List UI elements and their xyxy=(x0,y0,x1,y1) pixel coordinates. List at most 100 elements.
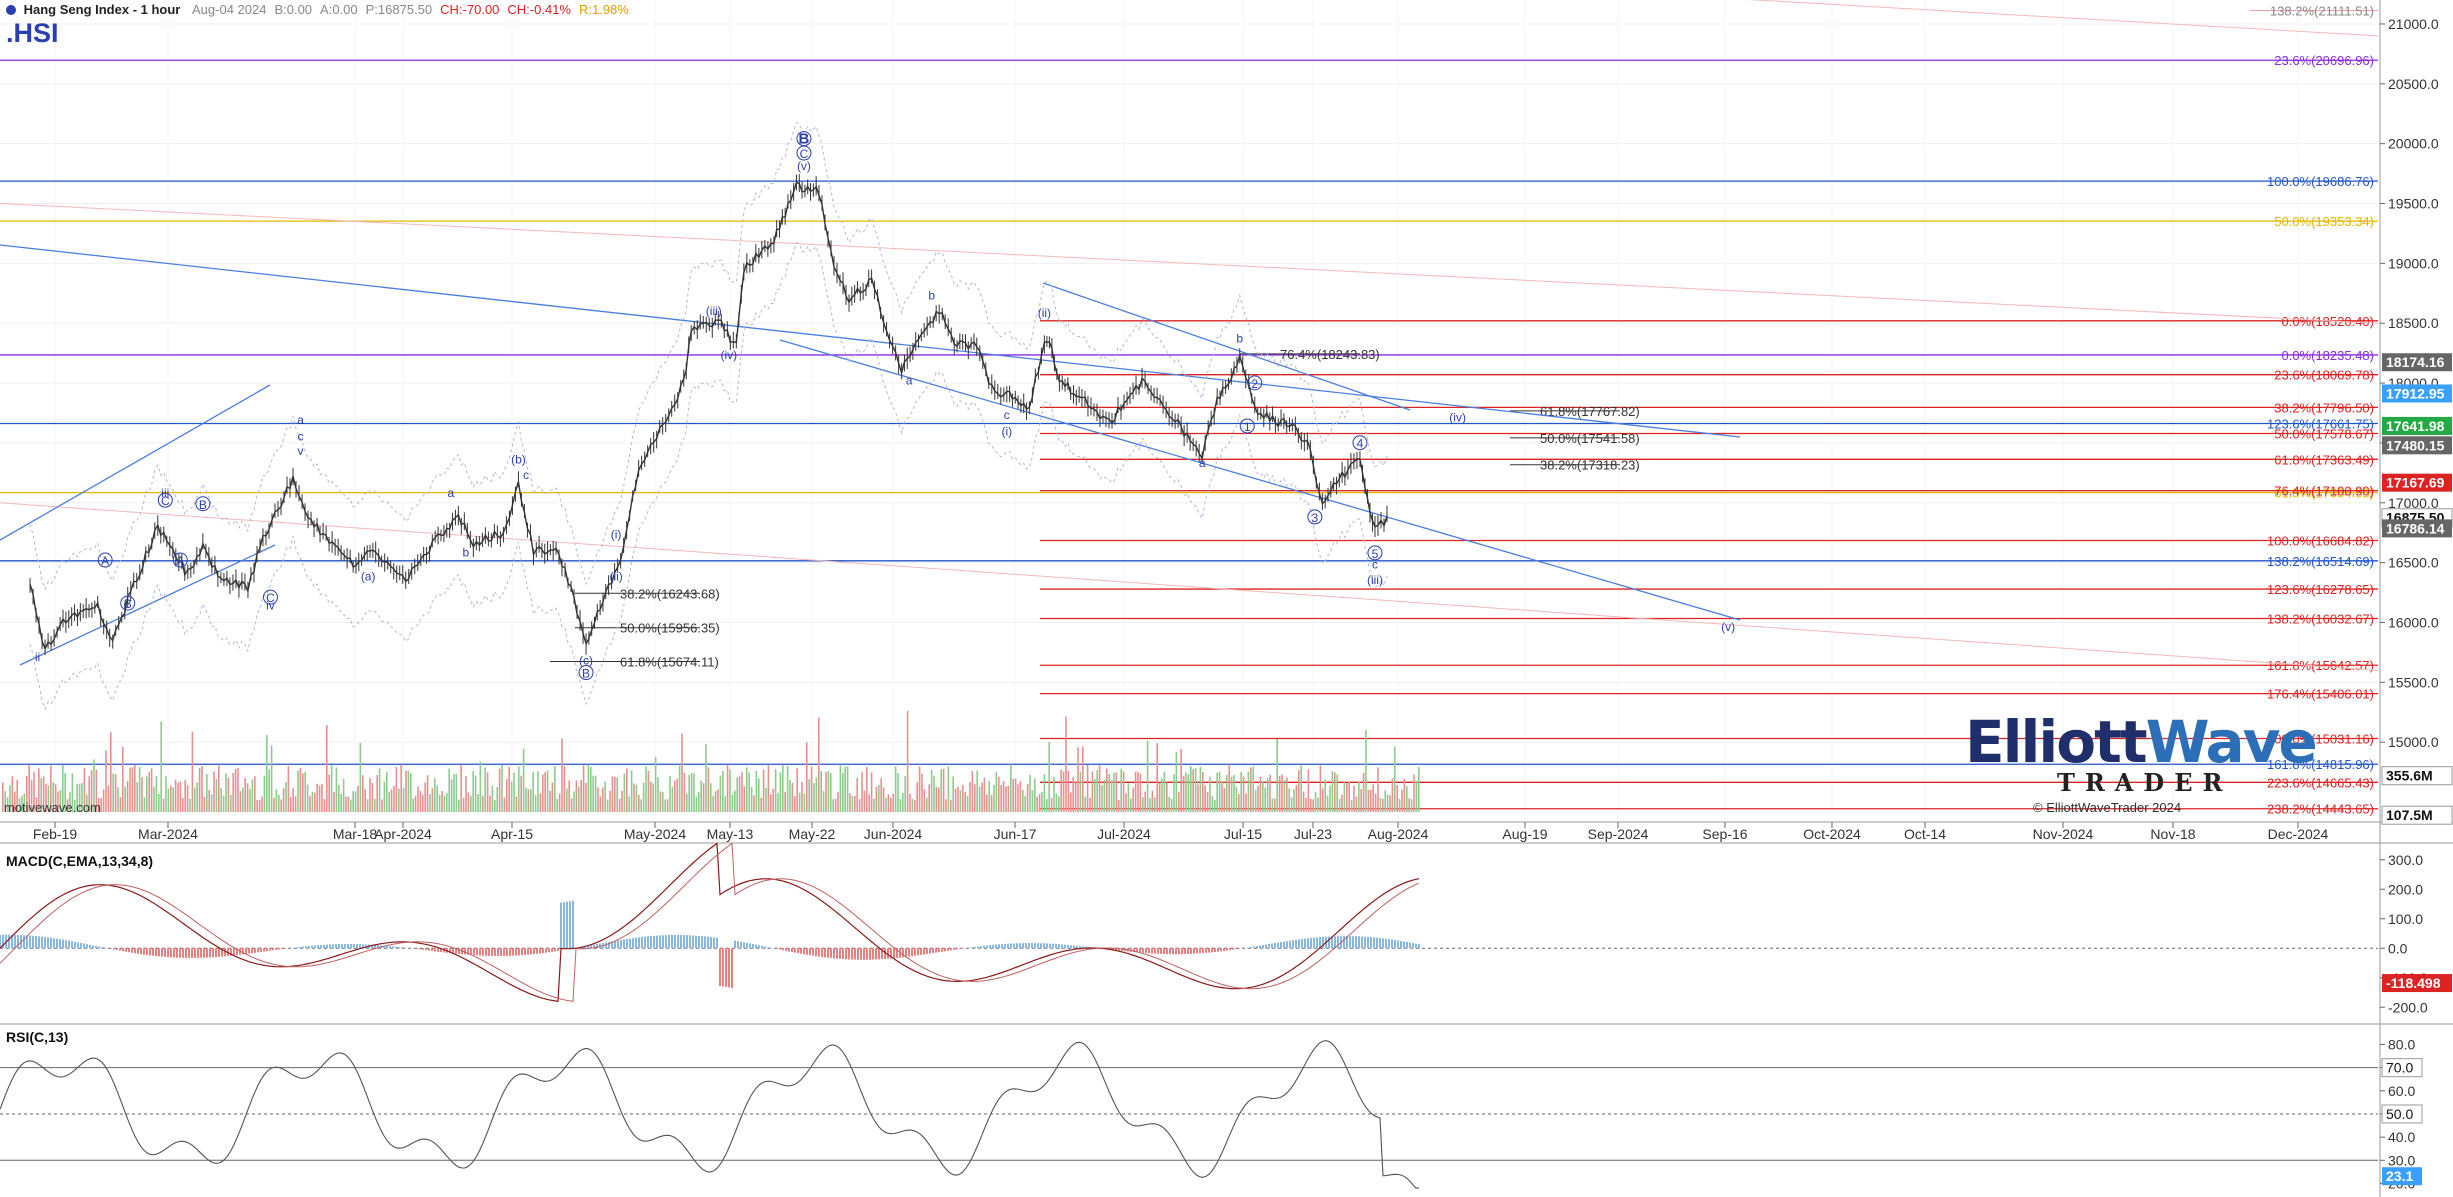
volume-bar xyxy=(710,783,712,812)
volume-bar xyxy=(1262,781,1264,812)
volume-bar xyxy=(208,790,210,812)
volume-bar xyxy=(306,784,309,812)
volume-bar xyxy=(1058,796,1060,812)
wave-circle xyxy=(1352,435,1368,451)
volume-bar xyxy=(942,769,945,812)
volume-bar xyxy=(249,788,251,812)
volume-bar xyxy=(902,793,904,812)
volume-bar xyxy=(316,783,318,812)
volume-bar xyxy=(1202,772,1204,812)
volume-bar xyxy=(1096,770,1098,812)
volume-bar xyxy=(1312,799,1314,812)
volume-bar xyxy=(736,777,738,812)
x-tick-label: Apr-2024 xyxy=(374,826,432,842)
x-tick-label: Nov-18 xyxy=(2150,826,2195,842)
volume-bar xyxy=(1002,781,1005,812)
macd-panel: MACD(C,EMA,13,34,8)300.0200.0100.00.0-10… xyxy=(0,842,2452,1015)
fib-label-red: 100.0%(16684.82) xyxy=(2267,533,2374,548)
volume-bar xyxy=(143,797,146,812)
volume-bar xyxy=(35,797,38,812)
volume-bar xyxy=(1226,775,1228,812)
volume-bar xyxy=(563,765,566,812)
volume-bar xyxy=(338,785,340,812)
volume-bar xyxy=(340,793,342,812)
volume-bar xyxy=(1384,790,1386,812)
volume-bar xyxy=(861,772,863,812)
volume-bar xyxy=(321,783,323,812)
volume-bar xyxy=(1326,795,1329,812)
volume-bar xyxy=(765,787,767,812)
volume-bar xyxy=(1019,780,1022,812)
header-stat: CH:-70.00 xyxy=(440,2,500,17)
volume-bar xyxy=(462,797,465,812)
y-tick-label: 15500.0 xyxy=(2388,674,2439,690)
volume-bar xyxy=(405,770,407,812)
rsi-title: RSI(C,13) xyxy=(6,1029,68,1045)
volume-bar xyxy=(50,765,52,812)
wave-label: 1 xyxy=(1244,420,1251,434)
wave-label: (a) xyxy=(361,570,376,584)
fib-label: 50.0%(19353.34) xyxy=(2274,214,2374,229)
volume-bar xyxy=(285,782,287,812)
volume-bar xyxy=(899,799,902,812)
volume-bar xyxy=(1410,799,1413,812)
volume-bar xyxy=(1418,767,1420,812)
volume-bar xyxy=(1178,792,1180,812)
fib-label-red: 200.0%(15031.16) xyxy=(2267,731,2374,746)
y-tick-label: 20000.0 xyxy=(2388,136,2439,152)
volume-bar xyxy=(539,793,542,812)
volume-bar xyxy=(508,766,510,812)
wave-label: B xyxy=(199,498,207,512)
volume-bar xyxy=(57,791,59,812)
x-tick-label: Dec-2024 xyxy=(2268,826,2329,842)
volume-bar xyxy=(446,793,448,812)
price-label-box xyxy=(2382,436,2452,455)
volume-bar xyxy=(700,780,702,812)
volume-bar xyxy=(928,784,930,812)
volume-bar xyxy=(542,774,544,812)
trend-line-faint xyxy=(0,203,2379,324)
volume-bar xyxy=(105,750,107,812)
volume-bar xyxy=(981,782,983,812)
volume-bar xyxy=(443,795,446,812)
volume-bar xyxy=(347,796,350,812)
price-axis[interactable]: 15000.015500.016000.016500.017000.017500… xyxy=(2380,16,2453,825)
wave-label: c xyxy=(1004,408,1010,422)
volume-bar xyxy=(230,794,232,812)
volume-bar xyxy=(1295,785,1298,812)
volume-bar xyxy=(1228,764,1230,812)
volume-bar xyxy=(1360,789,1362,812)
volume-bar xyxy=(1401,789,1403,812)
volume-bar xyxy=(642,782,645,812)
volume-bar xyxy=(717,789,719,812)
rsi-panel: RSI(C,13)80.070.060.050.040.030.020.070.… xyxy=(0,1029,2423,1191)
wave-label: b xyxy=(928,288,935,302)
volume-bar xyxy=(1386,794,1389,812)
volume-bar xyxy=(54,783,57,812)
volume-bar xyxy=(1134,771,1137,812)
header-stat: CH:-0.41% xyxy=(507,2,571,17)
volume-bar xyxy=(755,770,758,812)
fib-label-short: 50.0%(15956.35) xyxy=(620,621,720,636)
price-line xyxy=(29,181,1388,651)
volume-bar xyxy=(914,799,916,812)
volume-bar xyxy=(1163,771,1166,812)
volume-bar xyxy=(503,797,506,812)
volume-bar xyxy=(561,738,563,812)
volume-bar xyxy=(1000,784,1002,812)
volume-bar xyxy=(254,776,256,812)
volume-bar xyxy=(1367,789,1370,812)
volume-bar xyxy=(393,786,395,812)
volume-bar xyxy=(671,786,674,812)
volume-bar xyxy=(1043,774,1046,812)
wave-label: a xyxy=(447,486,454,500)
volume-bar xyxy=(868,794,870,812)
fib-label-red: 23.6%(18069.78) xyxy=(2274,368,2374,383)
volume-bar xyxy=(1091,771,1094,812)
volume-bar xyxy=(323,798,326,812)
volume-bar xyxy=(998,776,1000,812)
volume-bar xyxy=(160,721,162,812)
